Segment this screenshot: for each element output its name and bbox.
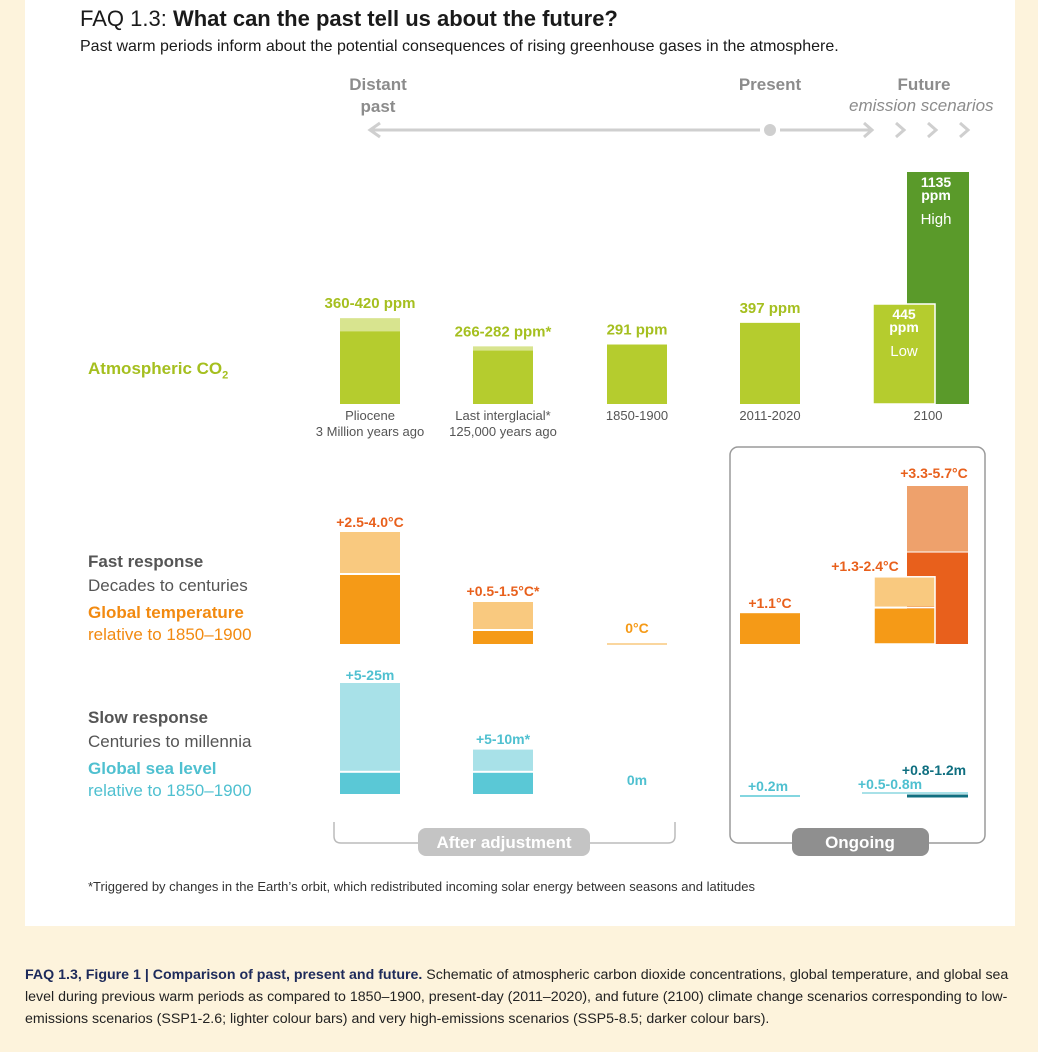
sea-value-label-1: +5-10m*	[476, 731, 531, 747]
present-header: Present	[738, 75, 802, 94]
sea-value-label-3: +0.2m	[748, 778, 788, 794]
sea-value-label-5: +0.8-1.2m	[902, 762, 966, 778]
co2-bar-2	[607, 344, 667, 404]
future-arrow-head-2	[895, 121, 907, 139]
co2-bar-0	[340, 329, 400, 404]
co2-bar-3	[740, 322, 800, 404]
present-dot	[764, 124, 776, 136]
temp-bar-0	[340, 575, 400, 644]
chart-canvas: After adjustment Ongoing 360-420 ppm 266-…	[316, 121, 986, 856]
co2-high-value: 1135	[921, 174, 952, 190]
temp-range-bar-low	[874, 576, 935, 607]
figure-title: FAQ 1.3: What can the past tell us about…	[80, 6, 618, 31]
sea-value-label-0: +5-25m	[346, 667, 395, 683]
sea-level-row-label: Global sea level	[88, 759, 217, 778]
category-label-0-0: Pliocene	[345, 408, 395, 423]
category-label-4-0: 2100	[914, 408, 943, 423]
sea-level-row-sublabel: relative to 1850–1900	[88, 781, 252, 800]
fast-response-sublabel: Decades to centuries	[88, 576, 248, 595]
category-label-0-1: 3 Million years ago	[316, 424, 424, 439]
future-arrow-head-3	[927, 121, 939, 139]
temp-value-label-1: +0.5-1.5°C*	[467, 583, 540, 599]
ongoing-label: Ongoing	[825, 833, 895, 852]
temp-range-bar-1	[473, 602, 533, 629]
footnote: *Triggered by changes in the Earth’s orb…	[88, 879, 755, 894]
temp-value-label-2: 0°C	[625, 620, 649, 636]
figure-panel	[25, 0, 1015, 926]
co2-low-unit: ppm	[889, 319, 919, 335]
slow-response-sublabel: Centuries to millennia	[88, 732, 252, 751]
sea-bar-0	[340, 772, 400, 794]
sea-bar-1	[473, 772, 533, 794]
future-arrow-head-1	[863, 121, 875, 139]
co2-high-unit: ppm	[921, 187, 951, 203]
sea-range-bar-1	[473, 749, 533, 771]
temp-value-label-0: +2.5-4.0°C	[336, 514, 403, 530]
temp-bar-3	[740, 613, 800, 644]
future-arrow-head-4	[959, 121, 971, 139]
temperature-chart: +2.5-4.0°C +0.5-1.5°C* 0°C +1.1°C +1.3-2.4°C…	[336, 465, 968, 645]
co2-value-label-2: 291 ppm	[607, 322, 668, 339]
temp-value-label-5: +3.3-5.7°C	[900, 465, 967, 481]
distant-past-header: Distant past	[349, 75, 407, 116]
figure-subtitle: Past warm periods inform about the poten…	[80, 38, 839, 55]
category-label-3-0: 2011-2020	[739, 408, 800, 423]
temp-value-label-4: +1.3-2.4°C	[831, 558, 898, 574]
sea-level-chart: +5-25m +5-10m* 0m +0.2m +0.5-0.8m+0.8-1.2m	[340, 667, 968, 798]
category-label-1-1: 125,000 years ago	[449, 424, 557, 439]
temperature-row-label: Global temperature	[88, 603, 244, 622]
co2-high-name: High	[921, 211, 952, 228]
category-label-1-0: Last interglacial*	[455, 408, 550, 423]
after-adjustment-pill	[418, 828, 590, 856]
co2-value-label-0: 360-420 ppm	[325, 295, 416, 312]
fast-response-label: Fast response	[88, 552, 204, 571]
temp-value-label-3: +1.1°C	[748, 595, 791, 611]
temp-bar-low-outline	[873, 576, 936, 645]
co2-low-name: Low	[890, 343, 918, 360]
temp-bar-low	[874, 608, 935, 644]
temp-range-bar-0	[340, 532, 400, 573]
timeline-arrows	[367, 121, 971, 139]
temp-bar-1	[473, 631, 533, 644]
after-adjustment-label: After adjustment	[436, 833, 571, 852]
co2-chart: 360-420 ppm 266-282 ppm* 291 ppm 397 ppm 113…	[316, 172, 969, 439]
past-arrow-head	[367, 121, 381, 139]
co2-range-bar-1	[473, 346, 533, 351]
slow-response-label: Slow response	[88, 708, 208, 727]
co2-bar-low-outline	[872, 303, 936, 405]
temp-range-bar-high	[907, 486, 968, 552]
co2-bar-1	[473, 348, 533, 404]
future-subheader: emission scenarios	[849, 96, 994, 115]
temperature-row-sublabel: relative to 1850–1900	[88, 625, 252, 644]
future-header: Future	[897, 75, 951, 94]
co2-low-value: 445	[892, 306, 916, 322]
category-label-2-0: 1850-1900	[606, 408, 668, 423]
co2-value-label-3: 397 ppm	[740, 300, 801, 317]
co2-value-label-1: 266-282 ppm*	[455, 323, 552, 340]
co2-range-bar-0	[340, 318, 400, 332]
sea-range-bar-0	[340, 683, 400, 771]
sea-value-label-4: +0.5-0.8m	[858, 776, 922, 792]
co2-bar-low	[873, 304, 935, 404]
figure-caption: FAQ 1.3, Figure 1 | Comparison of past, …	[25, 967, 1009, 1027]
sea-value-label-2: 0m	[627, 772, 647, 788]
ongoing-pill	[792, 828, 929, 856]
co2-row-label: Atmospheric CO2	[88, 359, 229, 382]
